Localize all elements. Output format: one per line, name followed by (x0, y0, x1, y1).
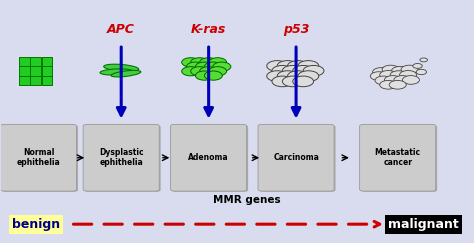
Bar (19, 66, 29, 76)
Bar (42, 57, 52, 66)
Circle shape (200, 67, 218, 76)
Circle shape (420, 58, 428, 62)
Circle shape (293, 65, 314, 76)
Circle shape (380, 80, 397, 89)
Bar (42, 66, 52, 76)
FancyBboxPatch shape (171, 124, 246, 191)
Text: Dysplastic
ephithelia: Dysplastic ephithelia (99, 148, 144, 167)
Circle shape (283, 65, 303, 76)
FancyBboxPatch shape (2, 125, 78, 192)
Circle shape (288, 61, 309, 71)
Circle shape (283, 76, 303, 87)
Text: MMR genes: MMR genes (213, 195, 280, 205)
Circle shape (303, 65, 324, 76)
Ellipse shape (100, 69, 133, 75)
Circle shape (392, 66, 409, 75)
Circle shape (298, 61, 319, 71)
Circle shape (200, 58, 218, 67)
FancyBboxPatch shape (172, 125, 248, 192)
Circle shape (267, 61, 288, 71)
Ellipse shape (111, 70, 141, 77)
Bar (19, 57, 29, 66)
Text: benign: benign (12, 218, 60, 231)
FancyBboxPatch shape (84, 125, 161, 192)
FancyBboxPatch shape (0, 124, 76, 191)
Text: APC: APC (107, 23, 135, 36)
FancyBboxPatch shape (360, 124, 436, 191)
Circle shape (402, 76, 419, 84)
Circle shape (293, 76, 314, 87)
Circle shape (401, 65, 418, 74)
Circle shape (186, 62, 204, 71)
Circle shape (384, 76, 401, 84)
Text: Metastatic
cancer: Metastatic cancer (374, 148, 421, 167)
Circle shape (373, 68, 390, 76)
Bar (30, 66, 41, 76)
Bar (30, 76, 41, 85)
Ellipse shape (104, 64, 139, 71)
Circle shape (267, 71, 288, 81)
Circle shape (272, 65, 293, 76)
Circle shape (380, 70, 397, 79)
Circle shape (382, 65, 399, 74)
FancyBboxPatch shape (83, 124, 159, 191)
Circle shape (370, 72, 387, 80)
Text: Normal
ephithelia: Normal ephithelia (17, 148, 60, 167)
Circle shape (400, 70, 417, 79)
Circle shape (277, 71, 298, 81)
Circle shape (195, 71, 213, 80)
Circle shape (209, 58, 227, 67)
Circle shape (390, 71, 407, 79)
Circle shape (182, 67, 200, 76)
Circle shape (375, 76, 392, 85)
Circle shape (413, 63, 422, 68)
Circle shape (298, 71, 319, 81)
Bar (19, 76, 29, 85)
FancyBboxPatch shape (361, 125, 437, 192)
Circle shape (389, 80, 406, 89)
Circle shape (204, 62, 222, 71)
Circle shape (191, 67, 209, 76)
Text: Adenoma: Adenoma (188, 153, 229, 162)
FancyBboxPatch shape (259, 125, 336, 192)
Bar (30, 57, 41, 66)
Text: malignant: malignant (388, 218, 459, 231)
Circle shape (209, 67, 227, 76)
Text: Carcinoma: Carcinoma (273, 153, 319, 162)
Circle shape (195, 62, 213, 71)
Text: K-ras: K-ras (191, 23, 226, 36)
Circle shape (277, 61, 298, 71)
Circle shape (204, 71, 222, 80)
Circle shape (182, 58, 200, 67)
FancyBboxPatch shape (258, 124, 334, 191)
Circle shape (288, 71, 309, 81)
Circle shape (416, 69, 427, 75)
Circle shape (213, 62, 231, 71)
Circle shape (394, 76, 411, 84)
Text: p53: p53 (283, 23, 310, 36)
Circle shape (191, 58, 209, 67)
Bar (42, 76, 52, 85)
Circle shape (272, 76, 293, 87)
